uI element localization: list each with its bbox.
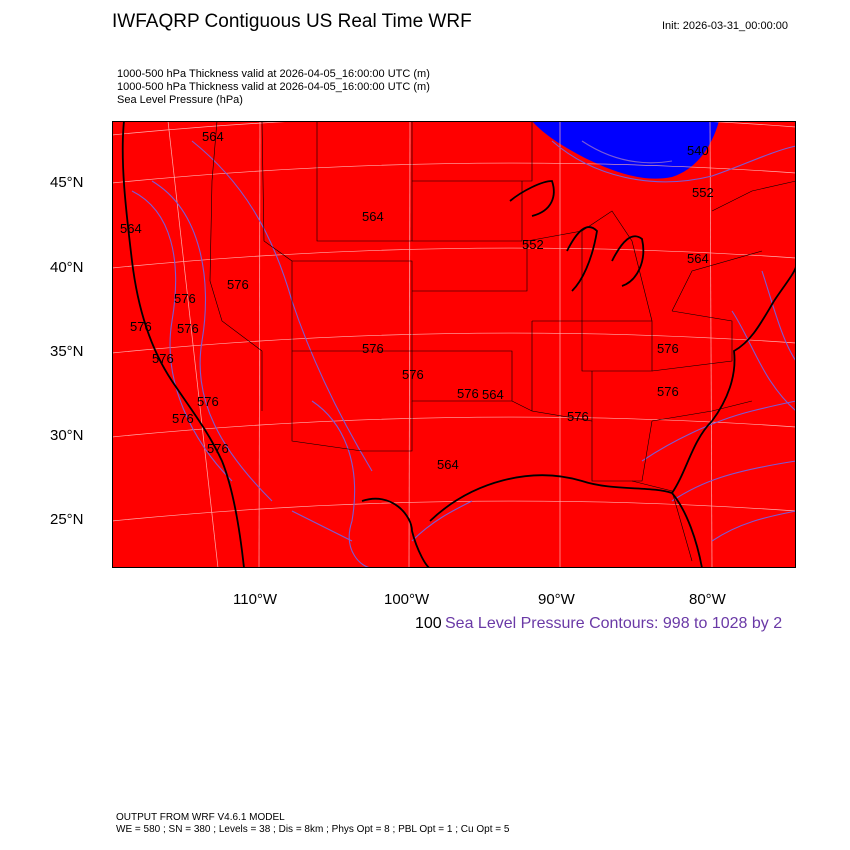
subtitle-thickness-1: 1000-500 hPa Thickness valid at 2026-04-… — [117, 68, 430, 80]
lon-label-80: 80°W — [689, 591, 726, 608]
lon-label-90: 90°W — [538, 591, 575, 608]
contour-label: 576 — [174, 291, 196, 306]
contour-label: 576 — [227, 277, 249, 292]
pressure-contours — [131, 140, 796, 568]
lat-label-25: 25°N — [50, 511, 84, 528]
contour-label: 576 — [177, 321, 199, 336]
contour-label: 564 — [687, 251, 709, 266]
subtitle-thickness-2: 1000-500 hPa Thickness valid at 2026-04-… — [117, 81, 430, 93]
lat-label-40: 40°N — [50, 259, 84, 276]
contour-label: 552 — [692, 185, 714, 200]
lat-label-30: 30°N — [50, 427, 84, 444]
contour-label: 564 — [362, 209, 384, 224]
footer-params: WE = 580 ; SN = 380 ; Levels = 38 ; Dis … — [116, 824, 510, 835]
contour-label: 576 — [172, 411, 194, 426]
contour-label: 540 — [687, 143, 709, 158]
contour-prefix: 100 — [415, 615, 442, 632]
lat-label-35: 35°N — [50, 343, 84, 360]
contour-label: 576 — [152, 351, 174, 366]
contour-label: 576 — [197, 394, 219, 409]
contour-labels: 564 564 564 576 576 576 576 576 576 576 … — [120, 129, 714, 472]
contour-label: 576 — [657, 341, 679, 356]
graticule — [112, 121, 796, 568]
lon-label-100: 100°W — [384, 591, 430, 608]
contour-label: 576 — [657, 384, 679, 399]
contour-label: 564 — [437, 457, 459, 472]
contour-label: 564 — [482, 387, 504, 402]
boundaries — [209, 121, 796, 562]
contour-label: 576 — [567, 409, 589, 424]
lat-label-45: 45°N — [50, 174, 84, 191]
contour-label: 576 — [207, 441, 229, 456]
contour-label: 576 — [362, 341, 384, 356]
low-thickness-region — [532, 121, 719, 179]
footer-model: OUTPUT FROM WRF V4.6.1 MODEL — [116, 812, 285, 823]
contour-info: Sea Level Pressure Contours: 998 to 1028… — [445, 615, 783, 632]
contour-label: 564 — [202, 129, 224, 144]
lon-label-110: 110°W — [233, 591, 278, 608]
contour-label: 576 — [130, 319, 152, 334]
contour-label: 576 — [402, 367, 424, 382]
init-time: Init: 2026-03-31_00:00:00 — [662, 20, 788, 32]
coastline — [121, 121, 796, 568]
contour-label: 552 — [522, 237, 544, 252]
subtitle-slp: Sea Level Pressure (hPa) — [117, 94, 243, 106]
map-frame — [112, 121, 796, 568]
page-title: IWFAQRP Contiguous US Real Time WRF — [112, 11, 472, 32]
contour-label: 576 — [457, 386, 479, 401]
thickness-fill — [112, 121, 796, 568]
contour-label: 564 — [120, 221, 142, 236]
weather-map: 564 564 564 576 576 576 576 576 576 576 … — [112, 121, 796, 568]
